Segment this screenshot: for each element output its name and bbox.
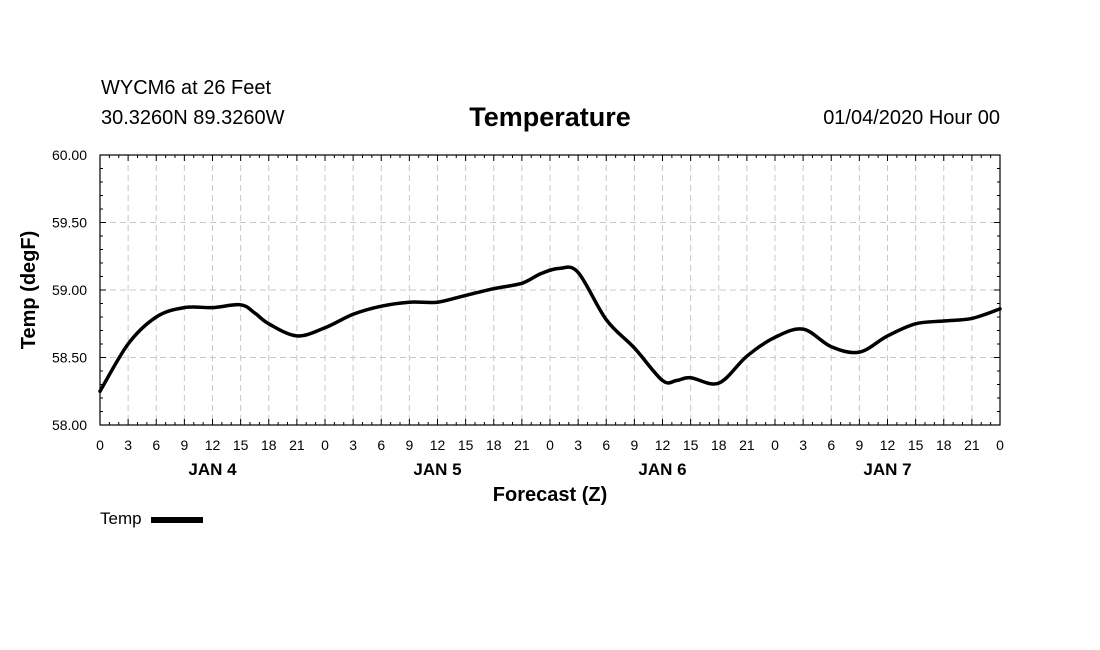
- x-day-label: JAN 7: [863, 460, 911, 479]
- legend-line-swatch: [150, 517, 203, 523]
- station-coordinates: 30.3260N 89.3260W: [101, 107, 285, 129]
- temp-data-point: [577, 271, 579, 273]
- temp-data-point: [324, 327, 326, 329]
- temp-data-point: [971, 317, 973, 319]
- legend: Temp: [100, 510, 203, 528]
- x-tick-label: 6: [602, 437, 610, 453]
- temp-data-point: [521, 282, 523, 284]
- x-tick-label: 6: [827, 437, 835, 453]
- y-tick-label: 59.00: [52, 282, 87, 298]
- forecast-run-time: 01/04/2020 Hour 00: [823, 107, 1000, 129]
- temp-data-point: [352, 313, 354, 315]
- temp-data-point: [718, 382, 720, 384]
- temp-data-point: [802, 328, 804, 330]
- x-tick-label: 21: [289, 437, 305, 453]
- x-tick-label: 12: [655, 437, 671, 453]
- temp-data-point: [254, 312, 256, 314]
- x-day-label: JAN 6: [638, 460, 686, 479]
- x-tick-label: 0: [96, 437, 104, 453]
- y-tick-label: 60.00: [52, 147, 87, 163]
- x-axis-title: Forecast (Z): [493, 484, 607, 506]
- temp-data-point: [830, 346, 832, 348]
- y-tick-label: 58.50: [52, 350, 87, 366]
- x-tick-label: 15: [683, 437, 699, 453]
- temp-data-point: [240, 304, 242, 306]
- temp-data-point: [999, 308, 1001, 310]
- x-tick-label: 6: [152, 437, 160, 453]
- temp-data-point: [633, 347, 635, 349]
- x-tick-label: 3: [349, 437, 357, 453]
- x-tick-label: 18: [936, 437, 952, 453]
- temp-data-point: [408, 301, 410, 303]
- x-tick-label: 21: [739, 437, 755, 453]
- legend-label: Temp: [100, 509, 142, 528]
- temp-data-point: [212, 307, 213, 309]
- x-tick-label: 0: [996, 437, 1004, 453]
- temp-data-point: [690, 377, 692, 379]
- temp-data-point: [437, 301, 438, 303]
- x-tick-label: 6: [377, 437, 385, 453]
- x-tick-label: 12: [430, 437, 446, 453]
- x-tick-label: 21: [964, 437, 980, 453]
- x-tick-label: 15: [458, 437, 474, 453]
- x-tick-label: 18: [486, 437, 502, 453]
- temp-data-point: [774, 336, 776, 338]
- temp-data-point: [183, 307, 185, 309]
- x-tick-label: 9: [405, 437, 413, 453]
- temp-data-point: [296, 335, 298, 337]
- x-tick-label: 9: [180, 437, 188, 453]
- x-day-label: JAN 5: [413, 460, 461, 479]
- temp-data-point: [558, 267, 560, 269]
- x-tick-label: 12: [205, 437, 221, 453]
- y-tick-label: 59.50: [52, 215, 87, 231]
- temp-data-point: [465, 294, 467, 296]
- temp-data-point: [676, 379, 678, 381]
- temp-data-point: [943, 320, 945, 322]
- x-tick-label: 15: [233, 437, 249, 453]
- temp-data-point: [155, 316, 157, 318]
- x-tick-label: 21: [514, 437, 530, 453]
- temp-data-point: [99, 390, 101, 392]
- x-day-label: JAN 4: [188, 460, 237, 479]
- temp-series-line: [98, 265, 1002, 394]
- x-tick-label: 3: [124, 437, 132, 453]
- temp-data-point: [380, 305, 382, 307]
- x-tick-label: 15: [908, 437, 924, 453]
- temp-data-point: [493, 288, 495, 290]
- y-tick-label: 58.00: [52, 417, 87, 433]
- temp-data-point: [127, 343, 129, 345]
- x-tick-label: 12: [880, 437, 896, 453]
- x-tick-label: 9: [855, 437, 863, 453]
- station-label: WYCM6 at 26 Feet: [101, 77, 272, 99]
- x-tick-label: 3: [799, 437, 807, 453]
- temp-data-point: [887, 335, 888, 337]
- temp-data-point: [540, 273, 542, 275]
- x-tick-label: 18: [711, 437, 727, 453]
- x-tick-label: 0: [771, 437, 779, 453]
- x-tick-label: 3: [574, 437, 582, 453]
- chart-title: Temperature: [0, 103, 1100, 131]
- x-tick-label: 0: [321, 437, 329, 453]
- x-tick-label: 9: [630, 437, 638, 453]
- temp-data-point: [746, 355, 748, 357]
- temp-data-point: [268, 323, 270, 325]
- temp-data-point: [915, 323, 917, 325]
- chart-title-text: Temperature: [469, 102, 631, 132]
- temp-data-point: [858, 351, 860, 353]
- x-tick-label: 18: [261, 437, 277, 453]
- temp-data-point: [605, 319, 607, 321]
- y-axis-title: Temp (degF): [18, 231, 40, 350]
- temp-data-point: [662, 379, 663, 381]
- x-tick-label: 0: [546, 437, 554, 453]
